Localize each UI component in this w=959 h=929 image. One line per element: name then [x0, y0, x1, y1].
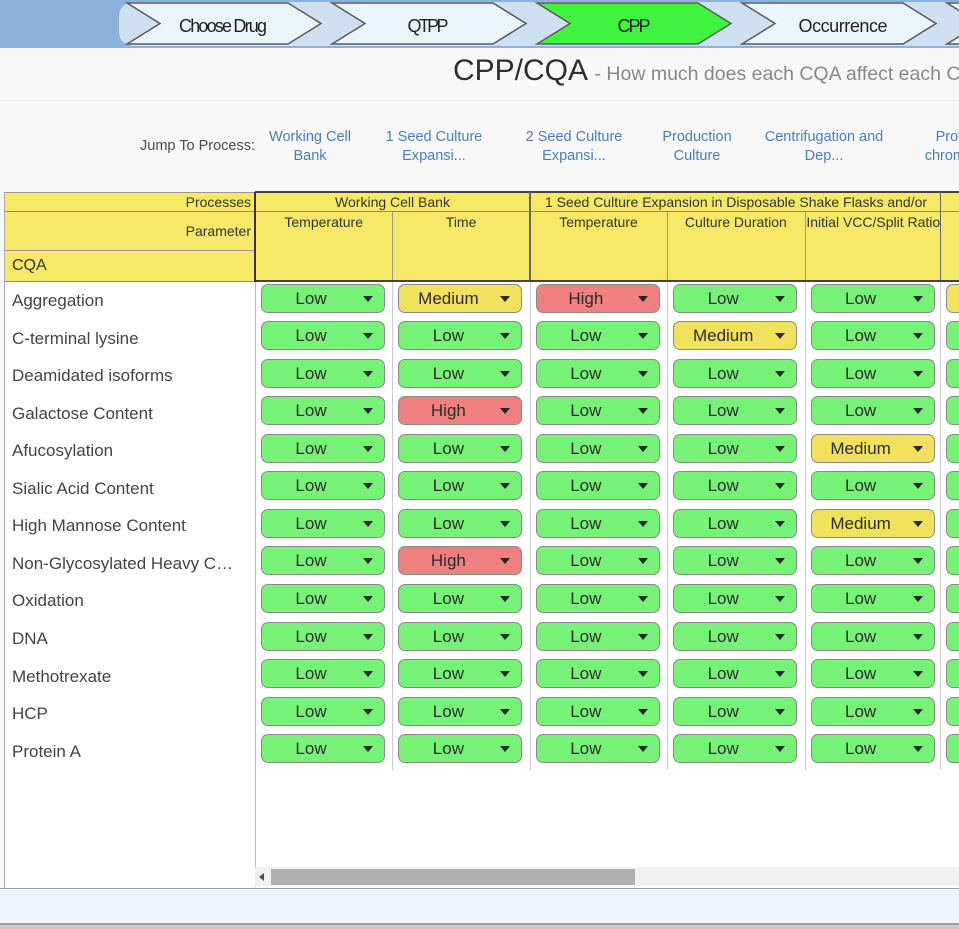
svg-text:Choose Drug: Choose Drug [179, 16, 267, 36]
svg-text:Occurrence: Occurrence [799, 16, 888, 36]
svg-text:CPP: CPP [618, 16, 651, 36]
svg-text:QTPP: QTPP [408, 16, 449, 36]
